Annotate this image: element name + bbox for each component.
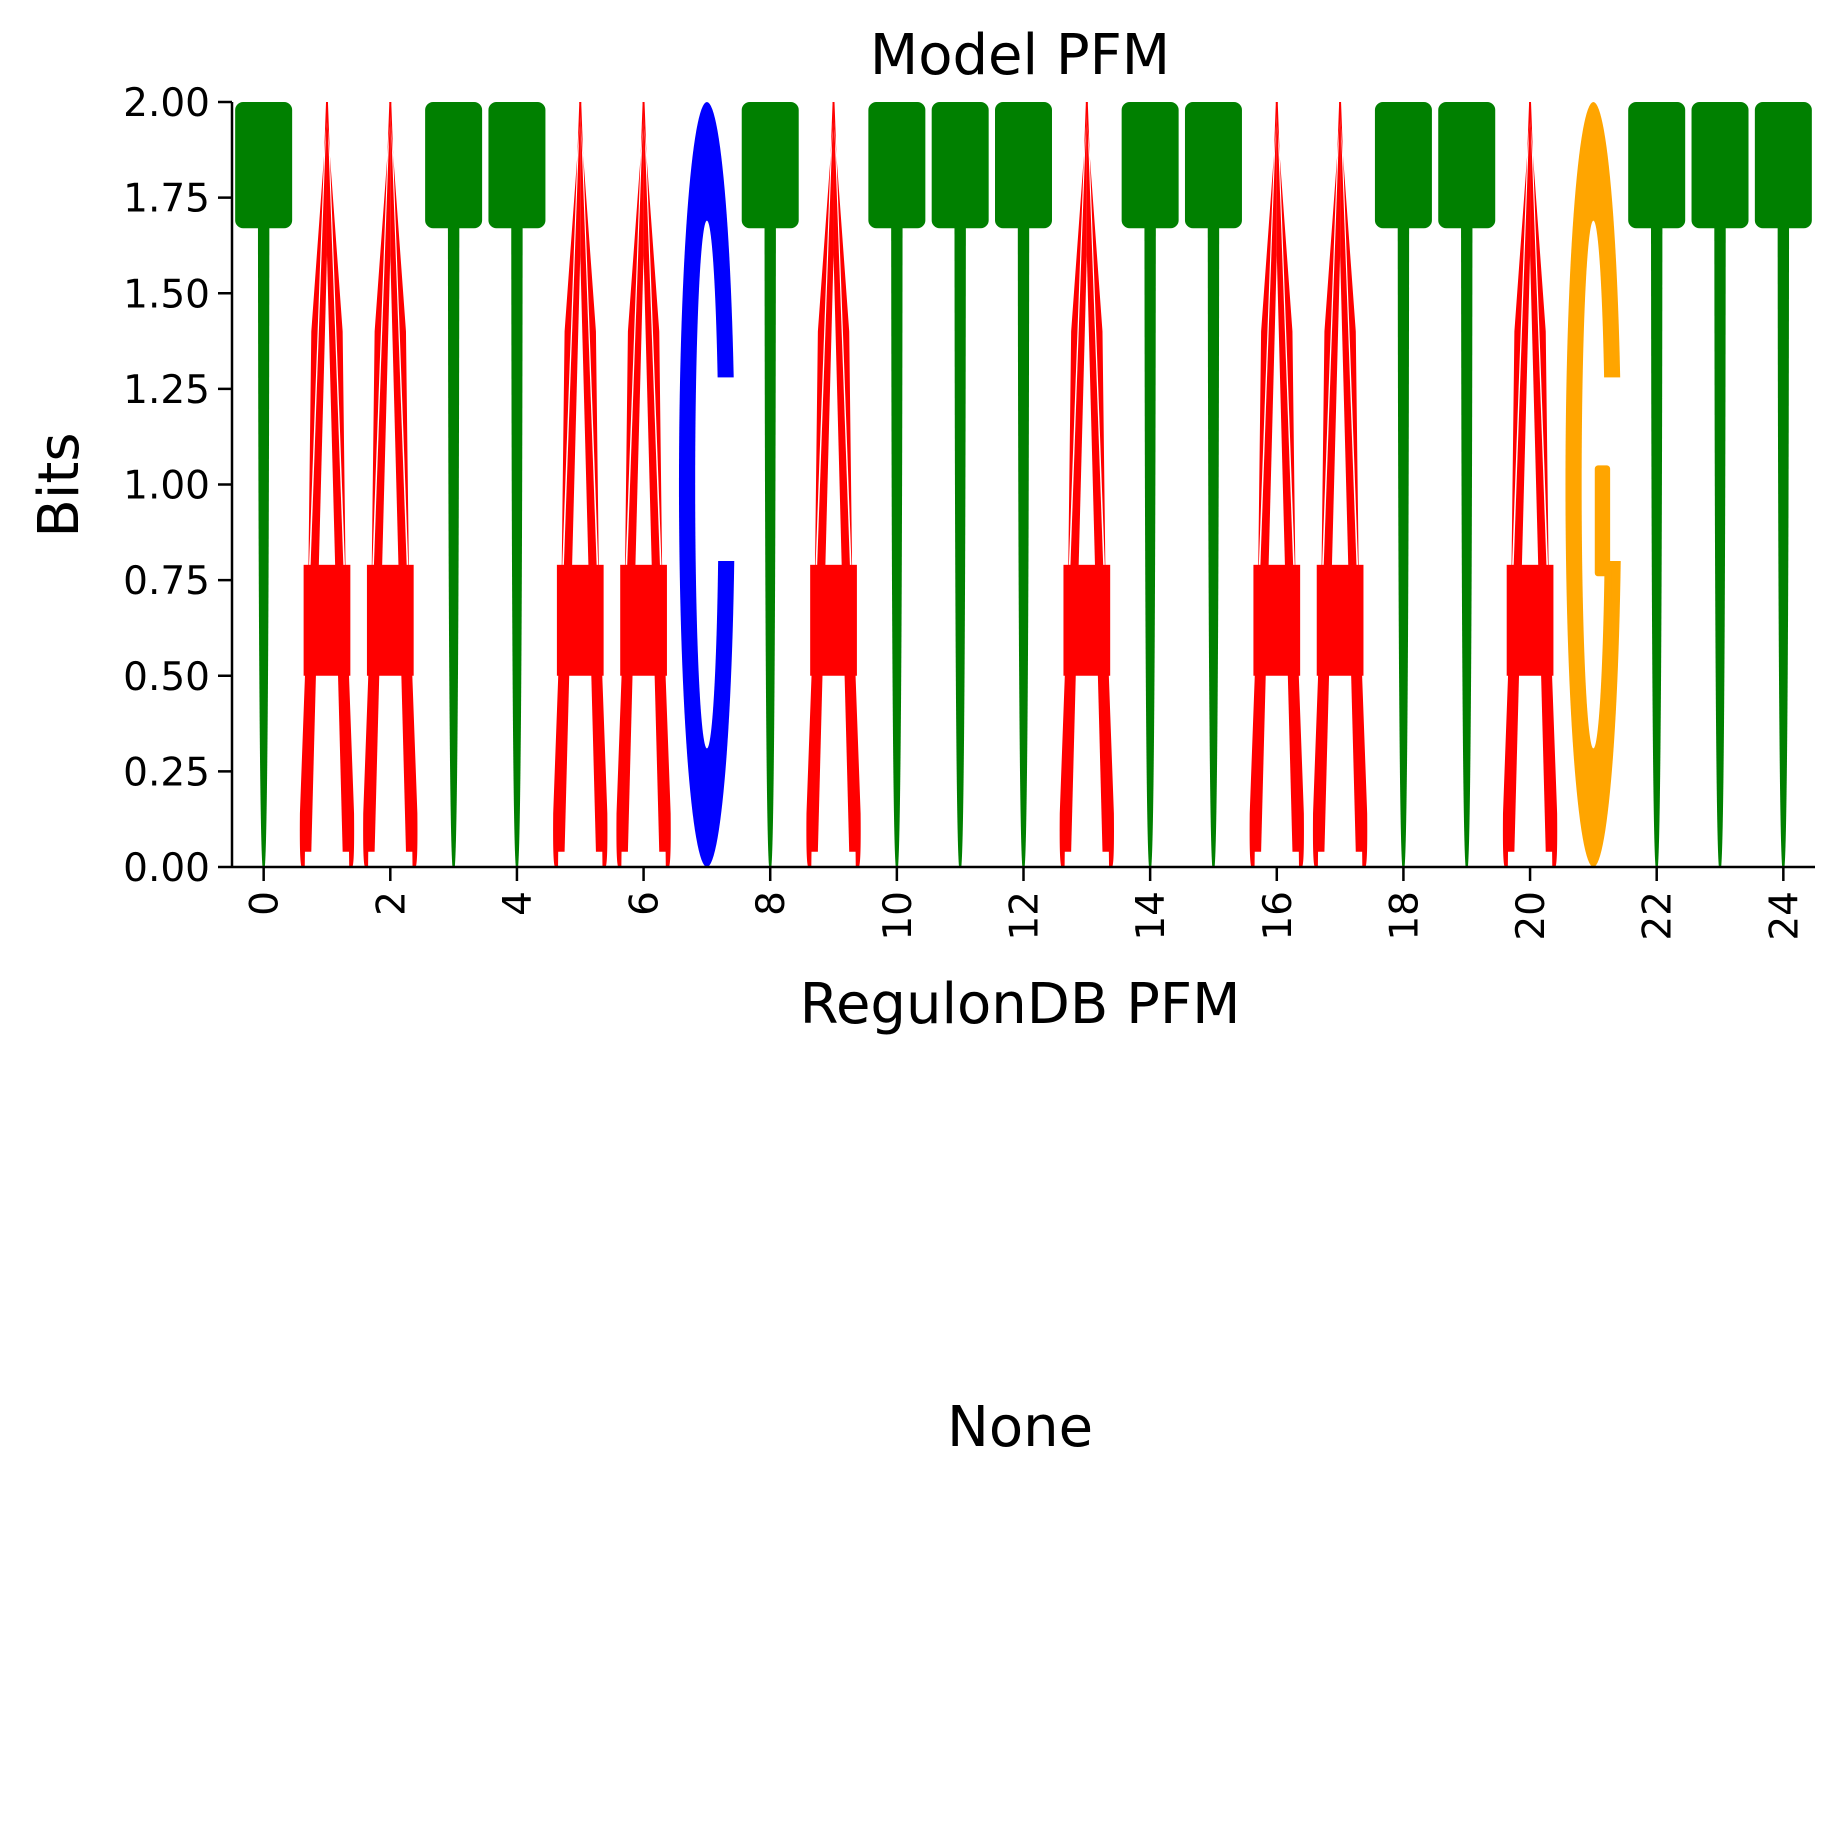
x-tick-label: 16 — [1256, 891, 1301, 941]
x-tick-label: 14 — [1129, 891, 1174, 941]
x-tick-label: 4 — [496, 891, 541, 916]
logo-letter-T-4 — [488, 102, 546, 868]
y-tick-label: 2.00 — [123, 81, 210, 126]
logo-letter-T-12 — [995, 102, 1052, 868]
logo-letter-T-0 — [235, 102, 293, 868]
y-tick-label: 1.25 — [123, 368, 210, 413]
x-tick-label: 18 — [1382, 891, 1427, 941]
logo-letter-T-3 — [425, 102, 483, 868]
logo-letter-T-8 — [741, 102, 799, 868]
x-tick-label: 24 — [1762, 891, 1807, 941]
logo-letter-A-1 — [299, 102, 355, 867]
y-tick-label: 1.50 — [123, 272, 210, 317]
logo-letter-A-20 — [1502, 102, 1558, 867]
logo-letter-T-19 — [1438, 102, 1496, 868]
logo-letter-A-2 — [363, 102, 418, 867]
x-tick-label: 22 — [1636, 891, 1681, 941]
logo-letter-A-17 — [1312, 102, 1368, 867]
x-ticks: 0 2 4 6 8 10 12 14 16 18 20 22 24 — [243, 867, 1807, 941]
x-axis-label: RegulonDB PFM — [800, 972, 1241, 1037]
logo-letter-T-15 — [1184, 102, 1242, 868]
y-tick-label: 1.00 — [123, 464, 210, 509]
x-tick-label: 8 — [749, 891, 794, 916]
x-tick-label: 0 — [243, 891, 288, 916]
y-tick-label: 0.25 — [123, 750, 210, 795]
y-ticks: 0.00 0.25 0.50 0.75 1.00 1.25 1.50 1.75 2.00 — [123, 81, 232, 891]
logo-letter-T-18 — [1374, 102, 1432, 868]
y-tick-label: 0.00 — [123, 846, 210, 891]
logo-letter-T-23 — [1691, 102, 1749, 868]
logo-letter-A-6 — [616, 102, 671, 867]
x-tick-label: 10 — [876, 891, 921, 941]
logo-letter-A-13 — [1059, 102, 1114, 867]
logo-letter-A-16 — [1249, 102, 1304, 867]
x-tick-label: 12 — [1003, 891, 1048, 941]
logo-letter-C-7 — [678, 102, 740, 867]
logo-letter-A-9 — [806, 102, 861, 867]
x-tick-label: 6 — [623, 891, 668, 916]
second-panel-title: None — [947, 1395, 1093, 1460]
y-tick-label: 0.50 — [123, 655, 210, 700]
logo-letter-T-10 — [868, 102, 926, 868]
y-axis-label: Bits — [27, 432, 92, 537]
logo-letter-G-21 — [1565, 102, 1626, 867]
logo-letter-T-24 — [1754, 102, 1812, 868]
logo-letter-T-11 — [931, 102, 989, 868]
logo-letter-T-14 — [1121, 102, 1179, 868]
x-tick-label: 20 — [1509, 891, 1554, 941]
logo-letter-A-5 — [553, 102, 608, 867]
y-tick-label: 0.75 — [123, 559, 210, 604]
x-tick-label: 2 — [369, 891, 414, 916]
sequence-logo — [235, 102, 1812, 868]
logo-letter-T-22 — [1628, 102, 1686, 868]
y-tick-label: 1.75 — [123, 177, 210, 222]
chart-title: Model PFM — [870, 23, 1170, 88]
